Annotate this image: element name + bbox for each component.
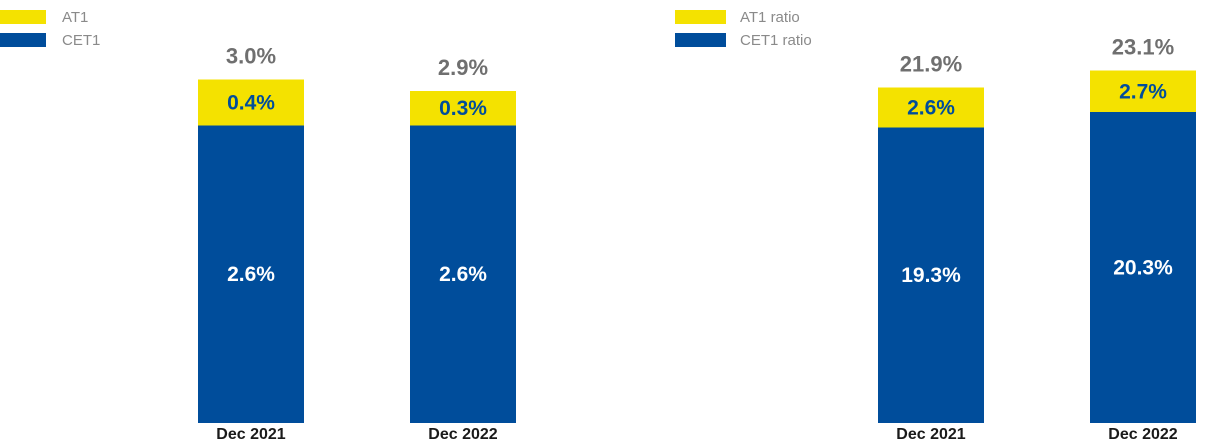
category-label-2: Dec 2022 xyxy=(1108,426,1177,443)
bar-at1-2 xyxy=(1090,70,1196,113)
category-label-1: Dec 2021 xyxy=(896,426,965,443)
bar-cet1-1 xyxy=(878,127,984,423)
legend-swatch-at1 xyxy=(0,10,46,24)
label-total-1: 3.0% xyxy=(226,44,276,69)
legend-swatch-at1-ratio xyxy=(675,10,726,24)
bar-cet1-2 xyxy=(1090,112,1196,423)
legend-label-at1: AT1 xyxy=(62,9,88,26)
label-at1-1: 2.6% xyxy=(907,96,955,119)
label-cet1-2: 2.6% xyxy=(439,263,487,286)
label-total-1: 21.9% xyxy=(900,51,962,76)
label-at1-1: 0.4% xyxy=(227,91,275,114)
label-at1-2: 2.7% xyxy=(1119,80,1167,103)
legend-label-cet1-ratio: CET1 ratio xyxy=(740,32,812,49)
bar-at1-1 xyxy=(878,87,984,128)
label-at1-2: 0.3% xyxy=(439,97,487,120)
legend-label-at1-ratio: AT1 ratio xyxy=(740,9,800,26)
legend-label-cet1: CET1 xyxy=(62,32,100,49)
label-cet1-1: 19.3% xyxy=(901,264,961,287)
legend-swatch-cet1-ratio xyxy=(675,33,726,47)
bar-cet1-1 xyxy=(198,125,304,424)
bar-at1-2 xyxy=(410,90,516,126)
bar-at1-1 xyxy=(198,79,304,126)
bar-cet1-2 xyxy=(410,125,516,424)
label-cet1-2: 20.3% xyxy=(1113,257,1173,280)
chart-right: AT1 ratio CET1 ratio 19.3% 2.6% 21.9% Dec 202… xyxy=(675,9,1196,443)
category-label-2: Dec 2022 xyxy=(428,426,497,443)
category-label-1: Dec 2021 xyxy=(216,426,285,443)
label-cet1-1: 2.6% xyxy=(227,263,275,286)
legend-swatch-cet1 xyxy=(0,33,46,47)
chart-left: AT1 CET1 2.6% 0.4% 3.0% Dec 2021 2.6% 0.3% 2.9% D… xyxy=(0,9,516,443)
label-total-2: 23.1% xyxy=(1112,35,1174,60)
label-total-2: 2.9% xyxy=(438,55,488,80)
